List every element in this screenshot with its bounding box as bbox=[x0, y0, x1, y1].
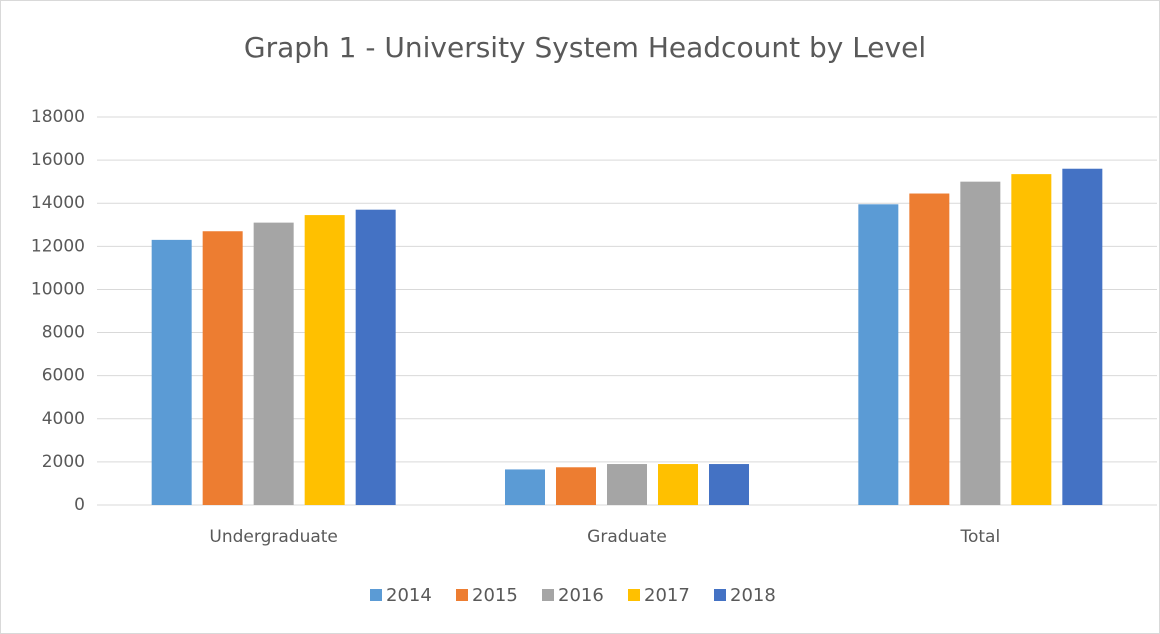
legend-label: 2018 bbox=[730, 585, 776, 606]
bar bbox=[709, 464, 749, 505]
legend-swatch bbox=[456, 589, 468, 601]
bar bbox=[1011, 174, 1052, 505]
bar bbox=[202, 231, 243, 505]
legend-label: 2015 bbox=[472, 585, 518, 606]
y-tick-label: 8000 bbox=[42, 323, 85, 343]
y-tick-label: 14000 bbox=[31, 193, 85, 213]
legend-swatch bbox=[370, 589, 382, 601]
x-tick-label: Graduate bbox=[587, 527, 667, 547]
bar bbox=[1062, 168, 1103, 505]
legend-swatch bbox=[628, 589, 640, 601]
chart-title: Graph 1 - University System Headcount by… bbox=[244, 31, 926, 64]
legend-label: 2016 bbox=[558, 585, 604, 606]
y-tick-label: 12000 bbox=[31, 236, 85, 256]
bar bbox=[658, 464, 698, 505]
bar bbox=[355, 209, 396, 505]
x-tick-label: Total bbox=[959, 527, 1000, 547]
y-tick-label: 6000 bbox=[42, 366, 85, 386]
legend-label: 2014 bbox=[386, 585, 432, 606]
bar bbox=[960, 181, 1001, 505]
bar bbox=[858, 204, 899, 506]
bar bbox=[151, 239, 192, 505]
y-tick-label: 0 bbox=[74, 495, 85, 515]
y-tick-label: 4000 bbox=[42, 409, 85, 429]
legend-swatch bbox=[714, 589, 726, 601]
bar bbox=[556, 467, 596, 505]
legend-label: 2017 bbox=[644, 585, 690, 606]
y-tick-label: 2000 bbox=[42, 452, 85, 472]
bar bbox=[909, 193, 950, 505]
legend-swatch bbox=[542, 589, 554, 601]
bar bbox=[607, 464, 647, 505]
bar bbox=[253, 222, 294, 505]
y-tick-label: 10000 bbox=[31, 279, 85, 299]
x-tick-label: Undergraduate bbox=[209, 527, 337, 547]
y-tick-label: 16000 bbox=[31, 150, 85, 170]
bar bbox=[304, 215, 345, 506]
bar bbox=[505, 469, 545, 505]
y-tick-label: 18000 bbox=[31, 107, 85, 127]
